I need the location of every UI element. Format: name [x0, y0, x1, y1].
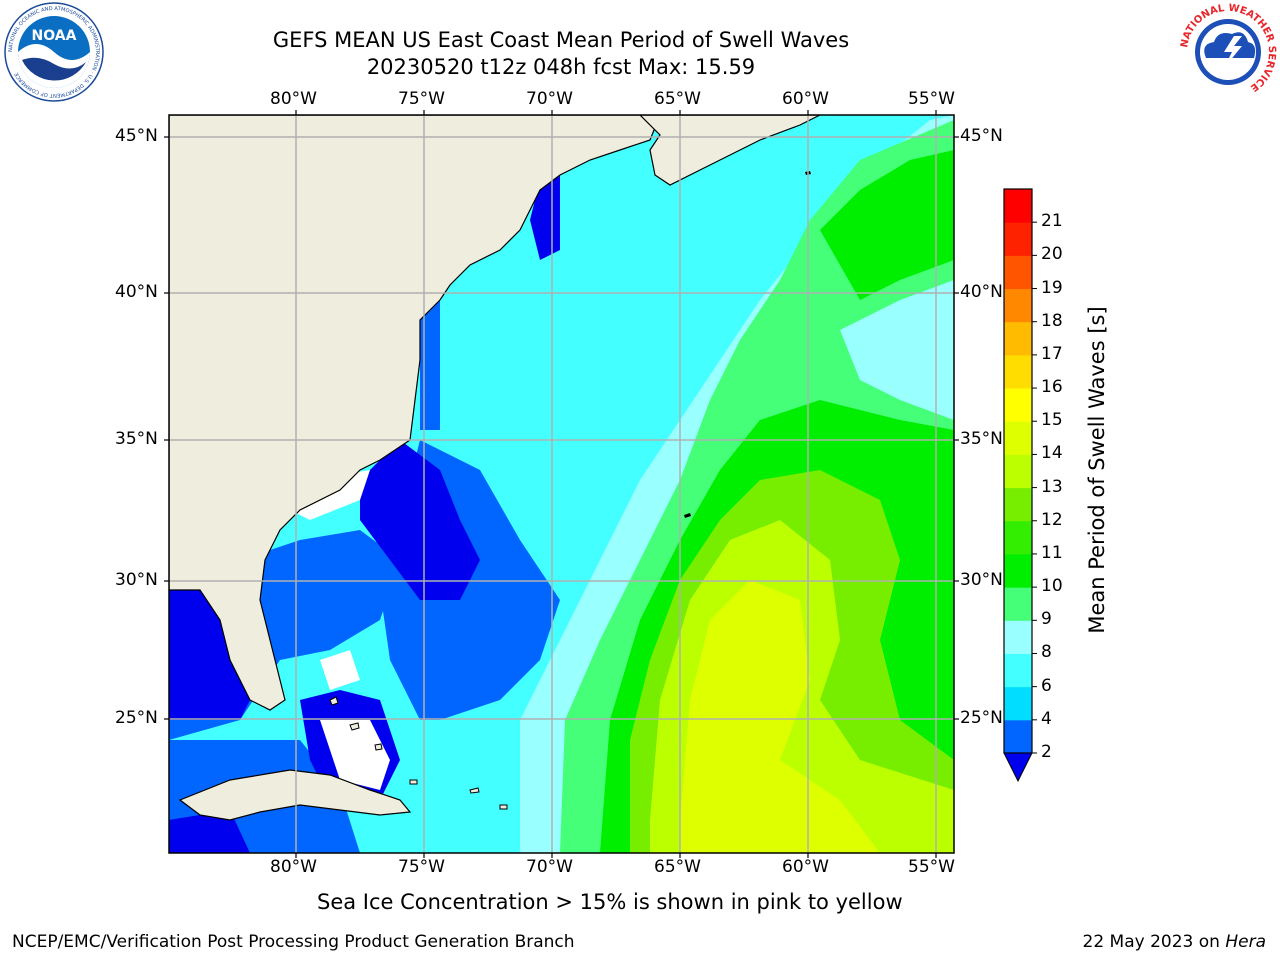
- colorbar-tick-label: 8: [1041, 642, 1052, 663]
- colorbar-segment: [1004, 553, 1032, 588]
- colorbar-tick-label: 11: [1041, 542, 1063, 563]
- colorbar-tick-label: 16: [1041, 377, 1063, 398]
- lat-label-right: 40°N: [960, 282, 1003, 302]
- graticule: [169, 115, 954, 853]
- swell-period-field: [169, 115, 954, 853]
- lat-label-left: 35°N: [115, 429, 158, 449]
- nws-logo: NATIONAL WEATHER SERVICE: [1179, 3, 1277, 101]
- lon-label-top: 75°W: [398, 89, 445, 109]
- colorbar-tick-label: 2: [1041, 742, 1052, 762]
- colorbar-tick-label: 4: [1041, 708, 1052, 729]
- lon-label-bottom: 60°W: [782, 857, 829, 877]
- chart-subtitle: 20230520 t12z 048h fcst Max: 15.59: [366, 55, 756, 79]
- map-tick-marks: [164, 110, 959, 858]
- lon-label-top: 65°W: [654, 89, 701, 109]
- colorbar-segment: [1004, 454, 1032, 489]
- lat-label-right: 45°N: [960, 126, 1003, 146]
- lat-label-left: 45°N: [115, 126, 158, 146]
- colorbar-tick-label: 21: [1041, 211, 1063, 232]
- colorbar-tick-label: 13: [1041, 476, 1063, 497]
- colorbar-tick-label: 17: [1041, 343, 1063, 364]
- colorbar-tick-label: 10: [1041, 576, 1063, 597]
- colorbar-tick-label: 12: [1041, 509, 1063, 530]
- colorbar-tick-label: 9: [1041, 609, 1052, 630]
- colorbar-segment: [1004, 222, 1032, 256]
- colorbar-segment: [1004, 388, 1032, 422]
- colorbar-segment: [1004, 653, 1032, 688]
- noaa-logo-text: NOAA: [32, 28, 77, 44]
- chart-title: GEFS MEAN US East Coast Mean Period of S…: [272, 28, 850, 52]
- sea-ice-note: Sea Ice Concentration > 15% is shown in …: [317, 890, 903, 914]
- colorbar-segment: [1004, 321, 1032, 356]
- colorbar-tick-label: 18: [1041, 310, 1063, 331]
- lon-label-top: 70°W: [526, 89, 573, 109]
- lon-label-bottom: 75°W: [398, 857, 445, 877]
- lat-label-left: 30°N: [115, 570, 158, 590]
- lat-label-left: 40°N: [115, 282, 158, 302]
- colorbar-segment: [1004, 520, 1032, 555]
- colorbar-segment: [1004, 587, 1032, 621]
- lon-label-top: 55°W: [908, 89, 955, 109]
- colorbar-tick-label: 15: [1041, 410, 1063, 431]
- lat-label-right: 35°N: [960, 429, 1003, 449]
- colorbar-tick-label: 20: [1041, 244, 1063, 265]
- footer-date: 22 May 2023 on Hera: [1083, 932, 1267, 952]
- lon-label-top: 80°W: [270, 89, 317, 109]
- colorbar-segment: [1004, 189, 1032, 223]
- colorbar-tick-label: 19: [1041, 277, 1063, 298]
- noaa-logo: NOAA NATIONAL OCEANIC AND ATMOSPHERIC AD…: [4, 2, 104, 102]
- colorbar-segment: [1004, 620, 1032, 654]
- colorbar-segment: [1004, 288, 1032, 323]
- lon-label-bottom: 70°W: [526, 857, 573, 877]
- lon-label-bottom: 65°W: [654, 857, 701, 877]
- colorbar-title: Mean Period of Swell Waves [s]: [1085, 306, 1109, 634]
- colorbar-tick-label: 14: [1041, 443, 1063, 464]
- lat-label-right: 25°N: [960, 708, 1003, 728]
- colorbar-segment: [1004, 719, 1032, 754]
- map-frame: [168, 114, 955, 854]
- colorbar-segment: [1004, 686, 1032, 721]
- colorbar-segment: [1004, 421, 1032, 455]
- footer-host: Hera: [1225, 932, 1266, 952]
- lat-label-left: 25°N: [115, 708, 158, 728]
- lon-label-bottom: 55°W: [908, 857, 955, 877]
- colorbar-tick-label: 6: [1041, 675, 1052, 696]
- footer-date-text: 22 May 2023 on: [1082, 932, 1220, 952]
- lat-label-right: 30°N: [960, 570, 1003, 590]
- footer-credit: NCEP/EMC/Verification Post Processing Pr…: [12, 932, 575, 952]
- colorbar-frame: [1003, 188, 1033, 754]
- colorbar-extend-triangle: [1003, 752, 1033, 783]
- colorbar-segment: [1004, 255, 1032, 290]
- colorbar: [1003, 188, 1037, 783]
- lon-label-top: 60°W: [782, 89, 829, 109]
- colorbar-segment: [1004, 487, 1032, 522]
- lon-label-bottom: 80°W: [270, 857, 317, 877]
- colorbar-segment: [1004, 354, 1032, 389]
